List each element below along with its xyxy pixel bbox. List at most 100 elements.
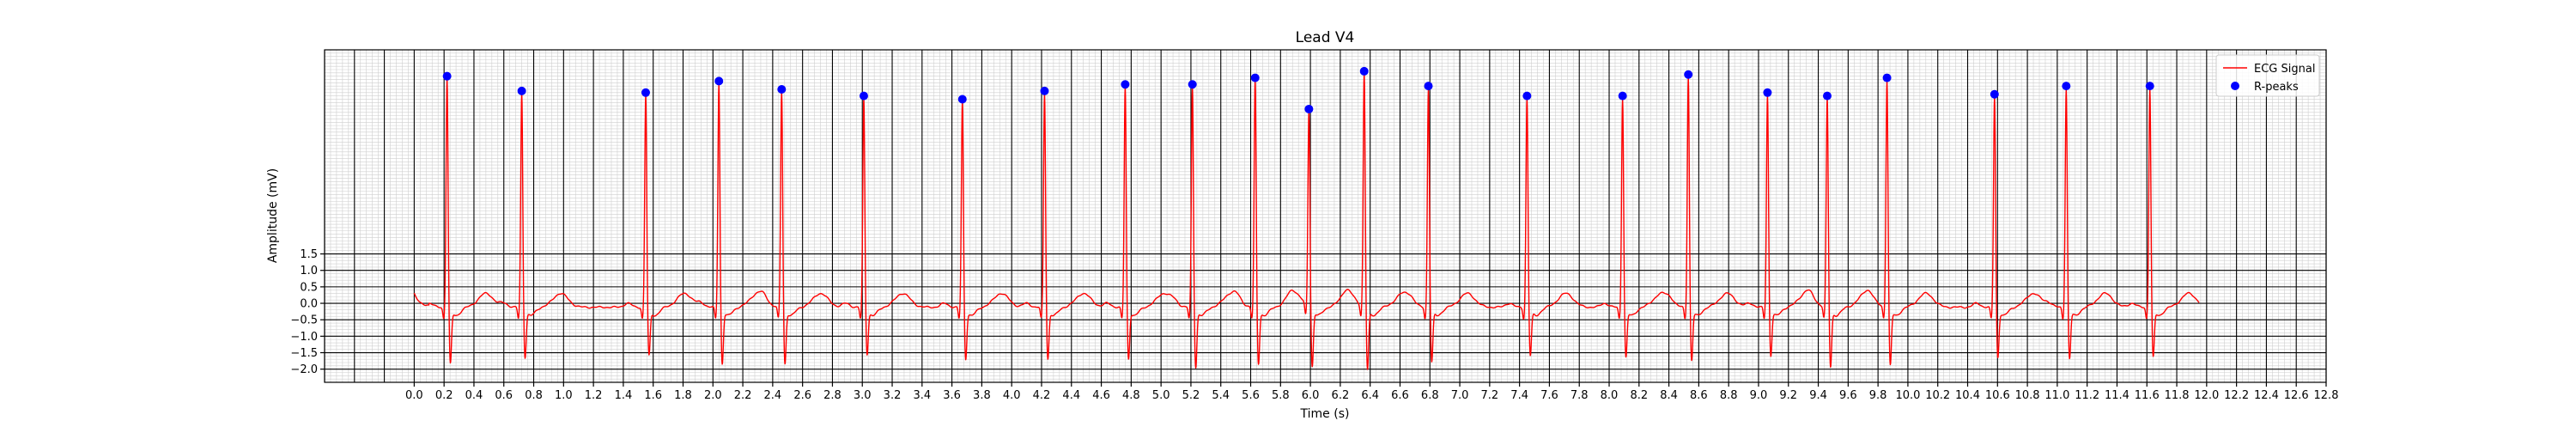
legend-rpeaks-swatch [2231,82,2239,90]
legend-rpeaks-label: R-peaks [2254,81,2299,94]
x-tick-label: 3.8 [973,389,991,402]
x-tick-label: 11.4 [2105,389,2129,402]
x-tick-label: 9.2 [1779,389,1797,402]
r-peak-marker [1359,66,1369,76]
ecg-signal-layer [413,71,2200,370]
r-peak-marker [1763,88,1772,97]
x-tick-label: 8.2 [1630,389,1648,402]
r-peak-marker [1188,80,1197,89]
x-tick-label: 0.8 [525,389,543,402]
x-tick-label: 11.6 [2135,389,2160,402]
y-tick-label: −2.0 [290,363,318,376]
x-tick-label: 5.6 [1242,389,1260,402]
x-tick-label: 5.0 [1152,389,1170,402]
x-tick-label: 8.6 [1690,389,1708,402]
y-tick-label: −1.5 [290,347,318,360]
x-tick-label: 10.4 [1955,389,1980,402]
x-tick-label: 11.0 [2044,389,2069,402]
plot-area [325,50,2326,382]
r-peak-marker [1121,80,1130,89]
x-tick-label: 1.6 [644,389,662,402]
x-tick-label: 5.8 [1272,389,1290,402]
x-tick-label: 12.0 [2194,389,2219,402]
y-axis-ticks: −2.0 −1.5 −1.0 −0.5 0.0 0.5 1.0 1.5 [290,248,325,376]
x-tick-label: 11.2 [2075,389,2099,402]
x-tick-label: 0.6 [495,389,513,402]
x-tick-label: 0.2 [435,389,453,402]
x-tick-label: 4.0 [1003,389,1021,402]
x-tick-label: 4.6 [1092,389,1110,402]
x-tick-label: 5.4 [1212,389,1230,402]
x-axis-label: Time (s) [1300,407,1350,421]
plot-frame [324,49,2327,383]
y-tick-label: 0.0 [300,298,318,311]
legend: ECG Signal R-peaks [2215,54,2320,97]
r-peak-marker [2062,82,2071,91]
x-tick-label: 6.2 [1332,389,1350,402]
x-tick-label: 7.8 [1571,389,1589,402]
x-tick-label: 7.6 [1540,389,1558,402]
x-tick-label: 9.4 [1809,389,1827,402]
x-tick-label: 10.0 [1895,389,1920,402]
r-peak-marker [1822,91,1832,101]
x-tick-label: 6.6 [1391,389,1409,402]
x-tick-label: 12.2 [2224,389,2249,402]
x-tick-label: 10.6 [1985,389,2010,402]
x-tick-label: 0.0 [405,389,423,402]
x-tick-label: 9.0 [1750,389,1768,402]
y-tick-label: 0.5 [300,281,318,294]
y-axis-label: Amplitude (mV) [266,168,280,263]
x-tick-label: 1.0 [555,389,573,402]
x-tick-label: 11.8 [2165,389,2190,402]
x-tick-label: 8.8 [1720,389,1738,402]
r-peaks-layer [442,66,2154,113]
r-peak-marker [777,84,787,94]
x-tick-label: 6.0 [1302,389,1320,402]
x-tick-label: 9.8 [1869,389,1887,402]
x-tick-label: 12.4 [2254,389,2279,402]
r-peak-marker [1882,73,1892,82]
x-tick-label: 1.4 [615,389,633,402]
x-tick-label: 3.0 [854,389,872,402]
x-tick-label: 4.4 [1062,389,1080,402]
chart-title: Lead V4 [1296,29,1355,46]
x-tick-label: 6.8 [1421,389,1439,402]
r-peak-marker [1522,91,1532,101]
r-peak-marker [1250,73,1260,82]
r-peak-marker [442,71,452,81]
x-tick-label: 5.2 [1182,389,1200,402]
x-tick-label: 2.4 [764,389,782,402]
r-peak-marker [1304,104,1314,113]
r-peak-marker [2145,82,2154,91]
x-tick-label: 8.4 [1660,389,1678,402]
r-peak-marker [1618,91,1627,101]
r-peak-marker [1990,89,1999,99]
x-tick-label: 0.4 [465,389,483,402]
y-tick-label: −0.5 [290,314,318,327]
r-peak-marker [957,95,967,104]
x-tick-label: 2.8 [823,389,841,402]
ecg-signal-line [413,71,2200,370]
r-peak-marker [859,91,868,101]
x-tick-label: 7.2 [1481,389,1499,402]
x-tick-label: 10.8 [2015,389,2040,402]
x-tick-label: 2.0 [704,389,722,402]
x-tick-label: 8.0 [1601,389,1619,402]
legend-box [2215,54,2320,97]
x-axis-ticks: 0.0 0.2 0.4 0.6 0.8 1.0 1.2 1.4 1.6 1.8 2.0 2.2 2.4 2… [405,382,2338,402]
x-tick-label: 4.8 [1122,389,1140,402]
r-peak-marker [641,88,651,97]
x-tick-label: 12.8 [2314,389,2339,402]
r-peak-marker [1684,70,1693,79]
y-tick-label: 1.0 [300,265,318,277]
x-tick-label: 3.6 [943,389,961,402]
x-tick-label: 2.2 [734,389,752,402]
r-peak-marker [1040,86,1049,95]
r-peak-marker [517,86,526,95]
x-tick-label: 4.2 [1033,389,1051,402]
x-tick-label: 3.4 [913,389,931,402]
x-tick-label: 3.2 [884,389,902,402]
x-tick-label: 10.2 [1925,389,1950,402]
